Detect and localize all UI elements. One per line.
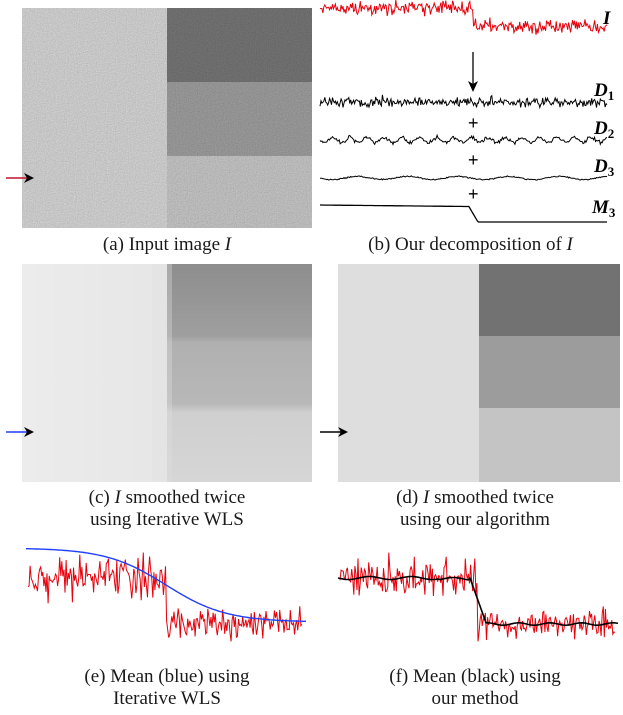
detail-D3-curve bbox=[320, 175, 608, 181]
label-D3: D3 bbox=[593, 156, 615, 179]
caption-a: (a) Input image I bbox=[102, 234, 232, 255]
row-arrow-icon bbox=[6, 173, 34, 183]
panel-f-our-mean bbox=[337, 540, 620, 658]
panel-c-wls-smoothed bbox=[22, 264, 312, 482]
wls-mean-plot bbox=[26, 548, 306, 642]
mean-M3-curve bbox=[320, 204, 607, 223]
detail-D2-curve bbox=[319, 133, 608, 146]
our-smoothed-image bbox=[338, 264, 620, 482]
plus-icon: + bbox=[468, 113, 479, 133]
row-arrow-icon bbox=[320, 427, 348, 437]
plus-icon: + bbox=[468, 184, 479, 204]
our-mean-curve bbox=[337, 575, 619, 627]
panel-d-our-smoothed bbox=[338, 264, 620, 482]
caption-e: (e) Mean (blue) using Iterative WLS bbox=[84, 666, 250, 709]
label-I: I bbox=[602, 8, 611, 29]
label-M3: M3 bbox=[591, 197, 616, 220]
detail-D1-curve bbox=[319, 94, 608, 110]
panel-a-input-image bbox=[22, 8, 312, 228]
panel-e-wls-mean bbox=[26, 540, 306, 658]
label-D1: D1 bbox=[593, 80, 614, 103]
our-mean-plot bbox=[337, 552, 619, 642]
caption-b: (b) Our decomposition of I bbox=[368, 234, 573, 255]
label-D2: D2 bbox=[593, 118, 614, 141]
wls-smoothed-image bbox=[22, 264, 312, 482]
plus-icon: + bbox=[468, 150, 479, 170]
signal-I-curve bbox=[319, 0, 608, 35]
down-arrow-icon bbox=[468, 52, 478, 92]
panel-b-decomposition: I D1 + D2 + D3 + M3 bbox=[318, 0, 623, 230]
row-arrow-icon bbox=[6, 427, 34, 437]
caption-d: (d) I smoothed twice using our algorithm bbox=[396, 487, 554, 530]
signal-curve bbox=[27, 552, 303, 642]
caption-f: (f) Mean (black) using our method bbox=[389, 666, 561, 709]
wls-mean-curve bbox=[26, 548, 306, 622]
input-image bbox=[22, 8, 312, 228]
caption-c: (c) I smoothed twice using Iterative WLS bbox=[88, 487, 246, 530]
decomposition-plot: I D1 + D2 + D3 + M3 bbox=[319, 0, 616, 223]
